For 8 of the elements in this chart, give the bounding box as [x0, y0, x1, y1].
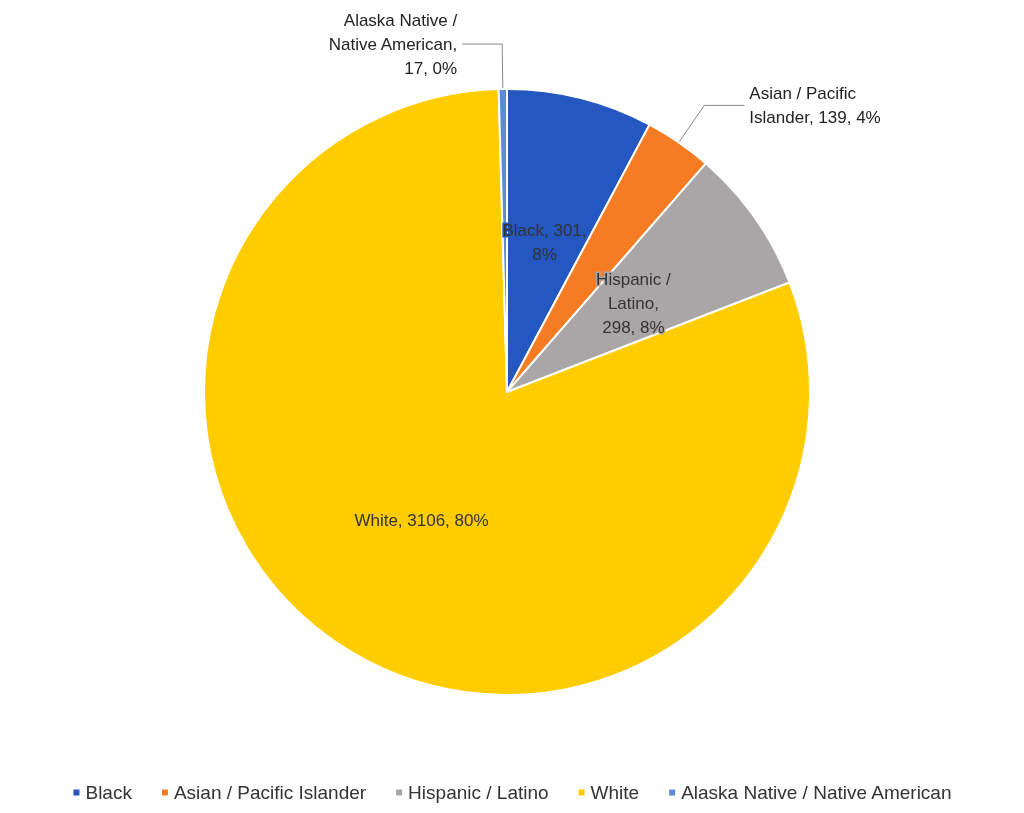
legend-label: Hispanic / Latino [408, 782, 549, 803]
data-label: Alaska Native / Native American, 17, 0% [328, 10, 458, 78]
legend-label: Alaska Native / Native American [681, 782, 952, 803]
legend-label: White [590, 782, 640, 803]
legend-label: Black [85, 782, 133, 803]
data-label: White, 3106, 80% [354, 511, 489, 531]
data-label: Asian / Pacific Islander, 139, 4% [749, 83, 881, 127]
legend-label: Asian / Pacific Islander [173, 782, 367, 803]
